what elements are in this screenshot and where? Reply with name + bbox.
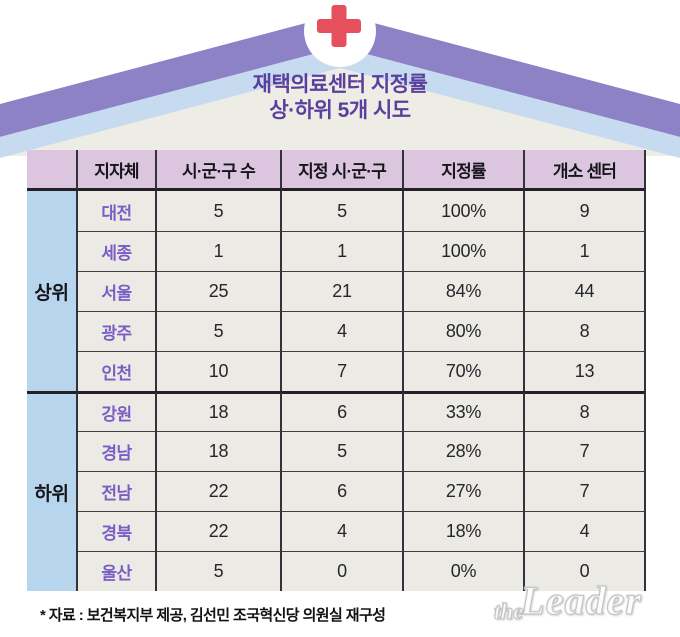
region-cell: 강원	[78, 391, 157, 431]
value-cell: 7	[525, 471, 646, 511]
value-cell: 8	[525, 311, 646, 351]
region-cell: 광주	[78, 311, 157, 351]
corner-cell	[27, 150, 78, 191]
watermark-leader: Leader	[520, 577, 642, 623]
column-header: 시·군·구 수	[157, 150, 282, 191]
value-cell: 7	[525, 431, 646, 471]
value-cell: 28%	[404, 431, 525, 471]
value-cell: 5	[282, 431, 404, 471]
title-line-2: 상·하위 5개 시도	[269, 99, 411, 122]
value-cell: 0	[282, 551, 404, 591]
value-cell: 21	[282, 271, 404, 311]
value-cell: 5	[157, 191, 282, 231]
value-cell: 70%	[404, 351, 525, 391]
group-label: 상위	[27, 191, 78, 391]
value-cell: 100%	[404, 191, 525, 231]
region-cell: 인천	[78, 351, 157, 391]
value-cell: 4	[525, 511, 646, 551]
value-cell: 25	[157, 271, 282, 311]
value-cell: 22	[157, 511, 282, 551]
region-cell: 세종	[78, 231, 157, 271]
column-header: 지자체	[78, 150, 157, 191]
value-cell: 7	[282, 351, 404, 391]
value-cell: 5	[157, 311, 282, 351]
page-title: 재택의료센터 지정률 상·하위 5개 시도	[0, 72, 680, 124]
value-cell: 33%	[404, 391, 525, 431]
watermark-the: the	[493, 598, 524, 624]
column-header: 지정 시·군·구	[282, 150, 404, 191]
region-cell: 서울	[78, 271, 157, 311]
value-cell: 1	[525, 231, 646, 271]
value-cell: 0%	[404, 551, 525, 591]
data-table: 지자체 시·군·구 수 지정 시·군·구 지정률 개소 센터 상위 대전 5 5 100% 9 세종 1…	[27, 150, 646, 591]
region-cell: 울산	[78, 551, 157, 591]
value-cell: 6	[282, 391, 404, 431]
value-cell: 18	[157, 391, 282, 431]
value-cell: 100%	[404, 231, 525, 271]
house-roof-graphic	[0, 0, 680, 158]
region-cell: 전남	[78, 471, 157, 511]
value-cell: 27%	[404, 471, 525, 511]
value-cell: 9	[525, 191, 646, 231]
region-cell: 경북	[78, 511, 157, 551]
title-line-1: 재택의료센터 지정률	[252, 73, 428, 96]
value-cell: 10	[157, 351, 282, 391]
value-cell: 0	[525, 551, 646, 591]
value-cell: 18%	[404, 511, 525, 551]
value-cell: 5	[282, 191, 404, 231]
column-header: 지정률	[404, 150, 525, 191]
value-cell: 22	[157, 471, 282, 511]
value-cell: 80%	[404, 311, 525, 351]
medical-cross-icon	[317, 5, 361, 47]
roof-inner-band	[0, 47, 680, 158]
leader-watermark: theLeader	[493, 577, 674, 624]
value-cell: 1	[157, 231, 282, 271]
source-note: * 자료 : 보건복지부 제공, 김선민 조국혁신당 의원실 재구성	[40, 607, 386, 624]
value-cell: 6	[282, 471, 404, 511]
region-cell: 대전	[78, 191, 157, 231]
value-cell: 84%	[404, 271, 525, 311]
value-cell: 1	[282, 231, 404, 271]
value-cell: 18	[157, 431, 282, 471]
value-cell: 4	[282, 311, 404, 351]
value-cell: 5	[157, 551, 282, 591]
value-cell: 13	[525, 351, 646, 391]
value-cell: 44	[525, 271, 646, 311]
group-label: 하위	[27, 391, 78, 591]
region-cell: 경남	[78, 431, 157, 471]
column-header: 개소 센터	[525, 150, 646, 191]
value-cell: 8	[525, 391, 646, 431]
roof-interior	[0, 67, 680, 156]
value-cell: 4	[282, 511, 404, 551]
